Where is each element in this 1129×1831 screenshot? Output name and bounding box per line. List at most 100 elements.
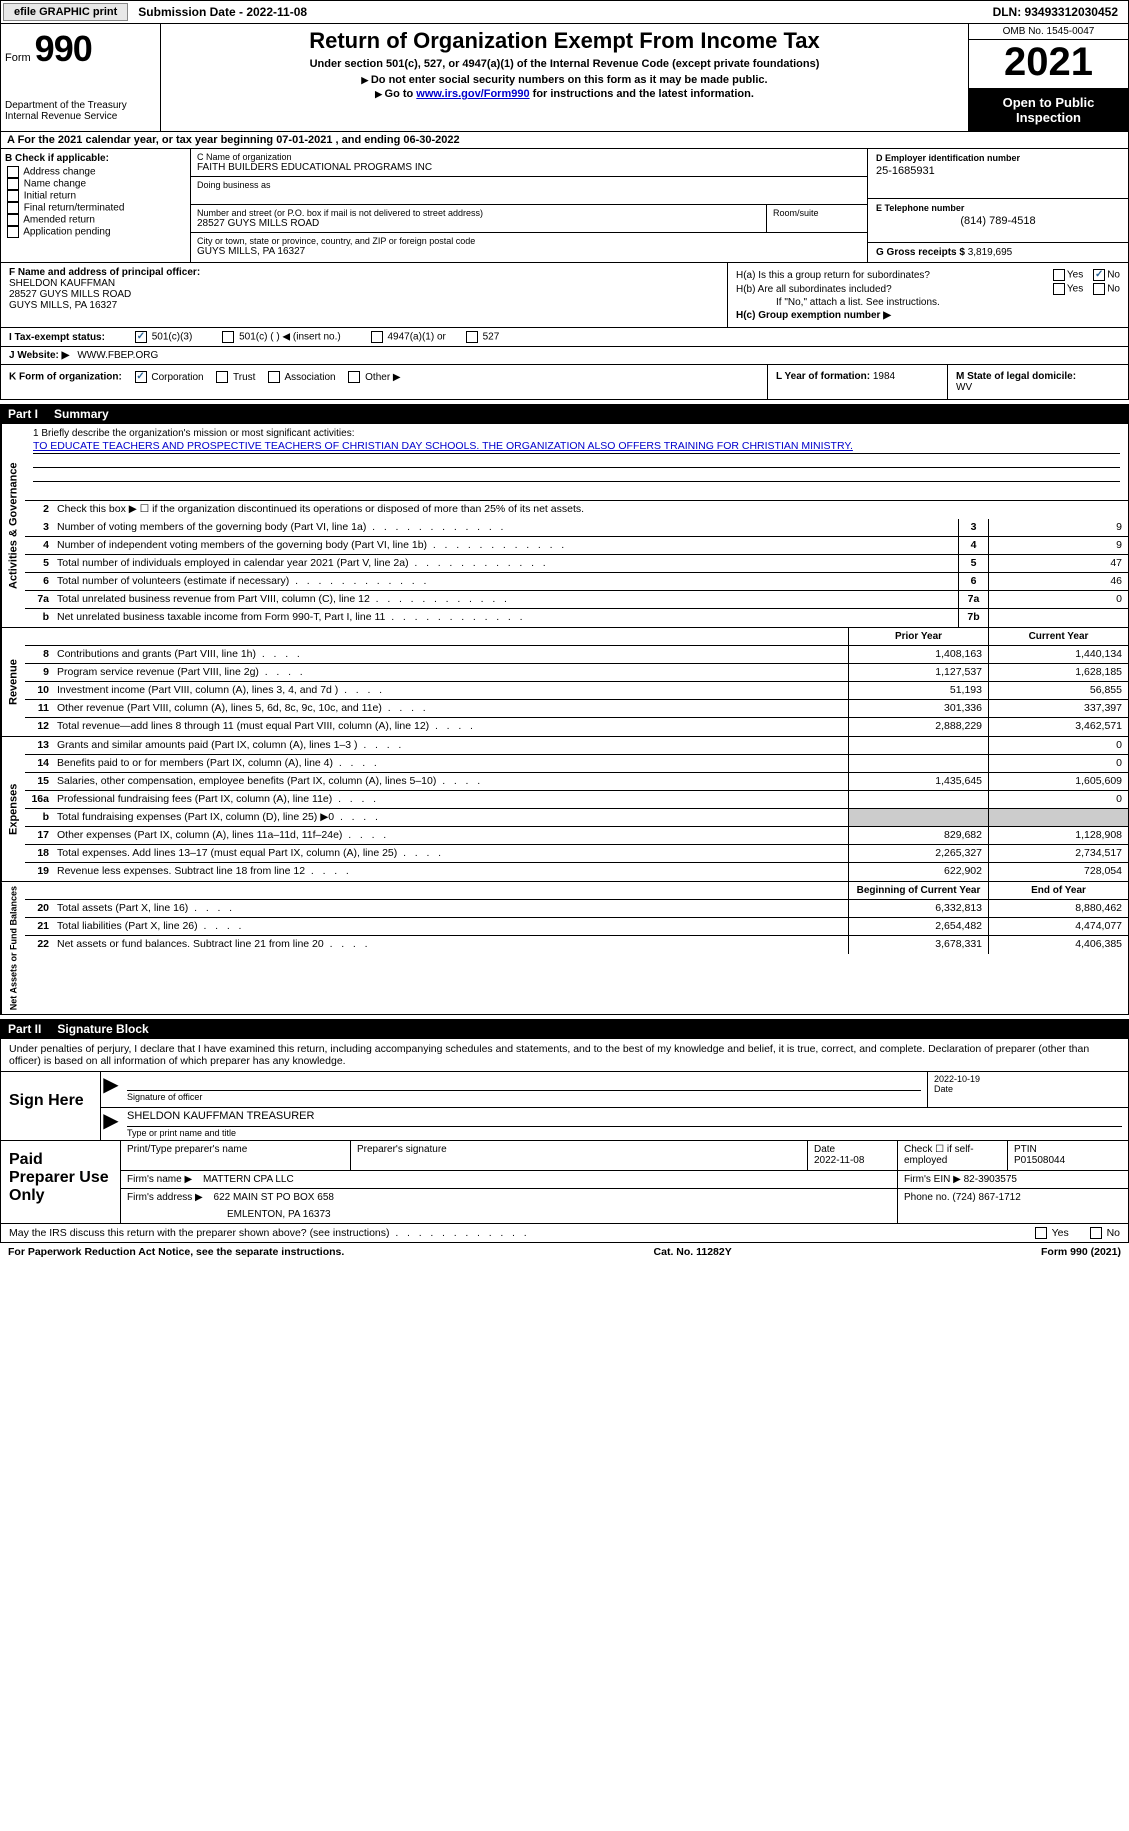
- officer-signature-field[interactable]: [127, 1074, 921, 1090]
- section-c-org-info: C Name of organization FAITH BUILDERS ED…: [191, 149, 868, 262]
- k-other[interactable]: Other ▶: [346, 372, 400, 383]
- firm-addr-label: Firm's address ▶: [127, 1192, 203, 1203]
- line-number: 22: [25, 936, 53, 954]
- check-initial-return[interactable]: Initial return: [5, 190, 186, 202]
- efile-print-button[interactable]: efile GRAPHIC print: [3, 3, 128, 21]
- check-address-change[interactable]: Address change: [5, 166, 186, 178]
- tax-527[interactable]: 527: [464, 331, 499, 343]
- section-k-form-org: K Form of organization: Corporation Trus…: [1, 365, 768, 399]
- summary-row: 3Number of voting members of the governi…: [25, 519, 1128, 537]
- part1-title: Summary: [54, 407, 109, 421]
- goto-note: Go to www.irs.gov/Form990 for instructio…: [171, 88, 958, 100]
- header-left: Form 990 Department of the Treasury Inte…: [1, 24, 161, 131]
- line-description: Net unrelated business taxable income fr…: [53, 609, 958, 627]
- prior-value: 1,408,163: [848, 646, 988, 663]
- org-name-row: C Name of organization FAITH BUILDERS ED…: [191, 149, 867, 177]
- summary-row: 13Grants and similar amounts paid (Part …: [25, 737, 1128, 755]
- officer-street: 28527 GUYS MILLS ROAD: [9, 289, 719, 300]
- preparer-name-label: Print/Type preparer's name: [127, 1144, 344, 1155]
- hb-row: H(b) Are all subordinates included? Yes …: [736, 283, 1120, 295]
- summary-row: 9Program service revenue (Part VIII, lin…: [25, 664, 1128, 682]
- line-description: Contributions and grants (Part VIII, lin…: [53, 646, 848, 663]
- line-number: 8: [25, 646, 53, 663]
- k-corp[interactable]: Corporation: [133, 372, 204, 383]
- part2-title: Signature Block: [57, 1022, 148, 1036]
- section-b-label: B Check if applicable:: [5, 153, 186, 164]
- section-m-state: M State of legal domicile: WV: [948, 365, 1128, 399]
- firm-phone-label: Phone no.: [904, 1192, 950, 1203]
- org-name: FAITH BUILDERS EDUCATIONAL PROGRAMS INC: [197, 162, 861, 173]
- signature-date: 2022-10-19: [934, 1074, 1122, 1084]
- prior-value: 301,336: [848, 700, 988, 717]
- ptin-label: PTIN: [1014, 1144, 1122, 1155]
- check-amended-return[interactable]: Amended return: [5, 214, 186, 226]
- officer-name-title: SHELDON KAUFFMAN TREASURER: [127, 1110, 1122, 1126]
- line-box: 7b: [958, 609, 988, 627]
- summary-row: bNet unrelated business taxable income f…: [25, 609, 1128, 627]
- check-final-return[interactable]: Final return/terminated: [5, 202, 186, 214]
- hb-text: H(b) Are all subordinates included?: [736, 284, 1051, 295]
- prior-value: 3,678,331: [848, 936, 988, 954]
- m-label: M State of legal domicile:: [956, 371, 1076, 382]
- part2-label: Part II: [8, 1022, 41, 1036]
- street-label: Number and street (or P.O. box if mail i…: [197, 208, 760, 218]
- firm-addr1: 622 MAIN ST PO BOX 658: [214, 1192, 334, 1203]
- preparer-date-label: Date: [814, 1144, 891, 1155]
- form-title: Return of Organization Exempt From Incom…: [171, 28, 958, 54]
- prior-value: [848, 809, 988, 826]
- line-description: Number of independent voting members of …: [53, 537, 958, 554]
- line-description: Total liabilities (Part X, line 26): [53, 918, 848, 935]
- current-value: 1,628,185: [988, 664, 1128, 681]
- check-application-pending[interactable]: Application pending: [5, 226, 186, 238]
- discuss-no[interactable]: No: [1088, 1227, 1120, 1239]
- line-number: 14: [25, 755, 53, 772]
- current-value: 337,397: [988, 700, 1128, 717]
- discuss-yes[interactable]: Yes: [1033, 1227, 1069, 1239]
- top-bar: efile GRAPHIC print Submission Date - 20…: [0, 0, 1129, 24]
- tax-501c[interactable]: 501(c) ( ) ◀ (insert no.): [220, 331, 340, 343]
- ein-value: 25-1685931: [876, 163, 1120, 177]
- hb-no[interactable]: No: [1091, 283, 1120, 295]
- line-number: 17: [25, 827, 53, 844]
- k-assoc[interactable]: Association: [266, 372, 335, 383]
- sign-here-label: Sign Here: [1, 1072, 101, 1140]
- preparer-date: 2022-11-08: [814, 1155, 891, 1166]
- side-netassets: Net Assets or Fund Balances: [1, 882, 25, 1014]
- summary-row: 8Contributions and grants (Part VIII, li…: [25, 646, 1128, 664]
- current-value: 0: [988, 791, 1128, 808]
- gross-value: 3,819,695: [968, 247, 1013, 258]
- k-trust[interactable]: Trust: [214, 372, 255, 383]
- line-description: Total assets (Part X, line 16): [53, 900, 848, 917]
- current-value: 3,462,571: [988, 718, 1128, 736]
- hb-yes[interactable]: Yes: [1051, 283, 1083, 295]
- tax-501c3[interactable]: 501(c)(3): [133, 331, 192, 343]
- self-employed-check[interactable]: Check ☐ if self-employed: [898, 1141, 1008, 1170]
- prior-value: 2,888,229: [848, 718, 988, 736]
- line2-desc: Check this box ▶ ☐ if the organization d…: [53, 501, 1128, 519]
- summary-row: 18Total expenses. Add lines 13–17 (must …: [25, 845, 1128, 863]
- summary-row: 11Other revenue (Part VIII, column (A), …: [25, 700, 1128, 718]
- check-name-change[interactable]: Name change: [5, 178, 186, 190]
- ha-yes[interactable]: Yes: [1051, 269, 1083, 281]
- ha-no[interactable]: No: [1091, 269, 1120, 281]
- line-number: 15: [25, 773, 53, 790]
- tax-4947[interactable]: 4947(a)(1) or: [369, 331, 446, 343]
- dba-label: Doing business as: [197, 180, 861, 190]
- ein-cell: D Employer identification number 25-1685…: [868, 149, 1128, 199]
- submission-date: Submission Date - 2022-11-08: [134, 5, 307, 19]
- line-description: Other revenue (Part VIII, column (A), li…: [53, 700, 848, 717]
- line-value: 0: [988, 591, 1128, 608]
- summary-row: 5Total number of individuals employed in…: [25, 555, 1128, 573]
- irs-link[interactable]: www.irs.gov/Form990: [416, 88, 529, 100]
- current-value: [988, 809, 1128, 826]
- website-value: WWW.FBEP.ORG: [77, 350, 158, 361]
- goto-pre: Go to: [385, 88, 417, 100]
- gross-label: G Gross receipts $: [876, 247, 965, 258]
- line-number: 19: [25, 863, 53, 881]
- officer-group-block: F Name and address of principal officer:…: [0, 263, 1129, 328]
- line-number: 11: [25, 700, 53, 717]
- prior-value: 622,902: [848, 863, 988, 881]
- street-value: 28527 GUYS MILLS ROAD: [197, 218, 760, 229]
- tax-status-label: I Tax-exempt status:: [9, 332, 105, 343]
- signature-declaration: Under penalties of perjury, I declare th…: [0, 1039, 1129, 1072]
